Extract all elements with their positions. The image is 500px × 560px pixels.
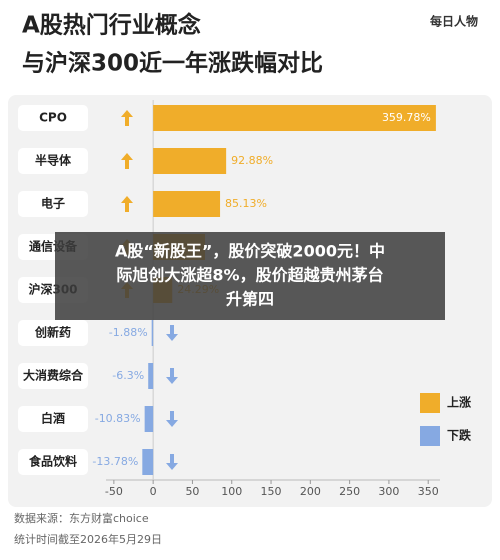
value-label: -13.78%	[92, 455, 138, 468]
trend-arrow	[121, 110, 133, 126]
overlay-text: 升第四	[226, 290, 274, 309]
category-label: 半导体	[35, 153, 72, 168]
legend-label: 上涨	[447, 395, 471, 410]
x-tick-label: 0	[150, 485, 157, 498]
value-label: 359.78%	[382, 111, 431, 124]
overlay-banner	[55, 232, 445, 320]
bar	[142, 449, 154, 475]
legend-swatch	[420, 426, 440, 446]
value-label: -1.88%	[109, 326, 148, 339]
category-box	[18, 320, 88, 346]
trend-arrow	[166, 411, 178, 427]
x-tick-label: 300	[378, 485, 399, 498]
x-tick-label: 200	[300, 485, 321, 498]
category-label: 创新药	[34, 325, 71, 340]
x-tick-label: 150	[261, 485, 282, 498]
legend-swatch	[420, 393, 440, 413]
category-box	[18, 105, 88, 131]
overlay-text: A股“新股王”，股价突破2000元！中	[115, 242, 385, 261]
value-label: -6.3%	[112, 369, 144, 382]
trend-arrow	[121, 153, 133, 169]
bar	[144, 406, 154, 432]
category-box	[18, 449, 88, 475]
category-box	[18, 406, 88, 432]
trend-arrow	[166, 325, 178, 341]
category-label: 白酒	[41, 411, 65, 426]
value-label: -10.83%	[95, 412, 141, 425]
bar	[153, 191, 221, 217]
bar	[148, 363, 154, 389]
trend-arrow	[166, 368, 178, 384]
overlay-text: 际旭创大涨超8%，股价超越贵州茅台	[116, 266, 383, 285]
category-box	[18, 191, 88, 217]
x-tick-label: 350	[418, 485, 439, 498]
category-box	[18, 363, 88, 389]
trend-arrow	[121, 196, 133, 212]
x-tick-label: 100	[221, 485, 242, 498]
category-label: 电子	[41, 196, 65, 211]
value-label: 85.13%	[225, 197, 267, 210]
bar	[153, 105, 436, 131]
trend-arrow	[166, 454, 178, 470]
legend-label: 下跌	[447, 428, 472, 443]
category-label: CPO	[39, 111, 67, 125]
x-tick-label: -50	[105, 485, 123, 498]
category-box	[18, 148, 88, 174]
title-line: 与沪深300近一年涨跌幅对比	[22, 50, 323, 77]
x-tick-label: 250	[339, 485, 360, 498]
title-line: A股热门行业概念	[22, 12, 201, 39]
x-tick-label: 50	[185, 485, 199, 498]
bar	[153, 148, 227, 174]
category-label: 食品饮料	[28, 454, 77, 469]
brand: 每日人物	[430, 14, 478, 29]
bar	[151, 320, 154, 346]
footer-text: 数据来源：东方财富choice	[14, 511, 149, 525]
category-label: 大消费综合	[23, 368, 84, 383]
footer-text: 统计时间截至2026年5月29日	[14, 532, 162, 546]
value-label: 92.88%	[231, 154, 273, 167]
